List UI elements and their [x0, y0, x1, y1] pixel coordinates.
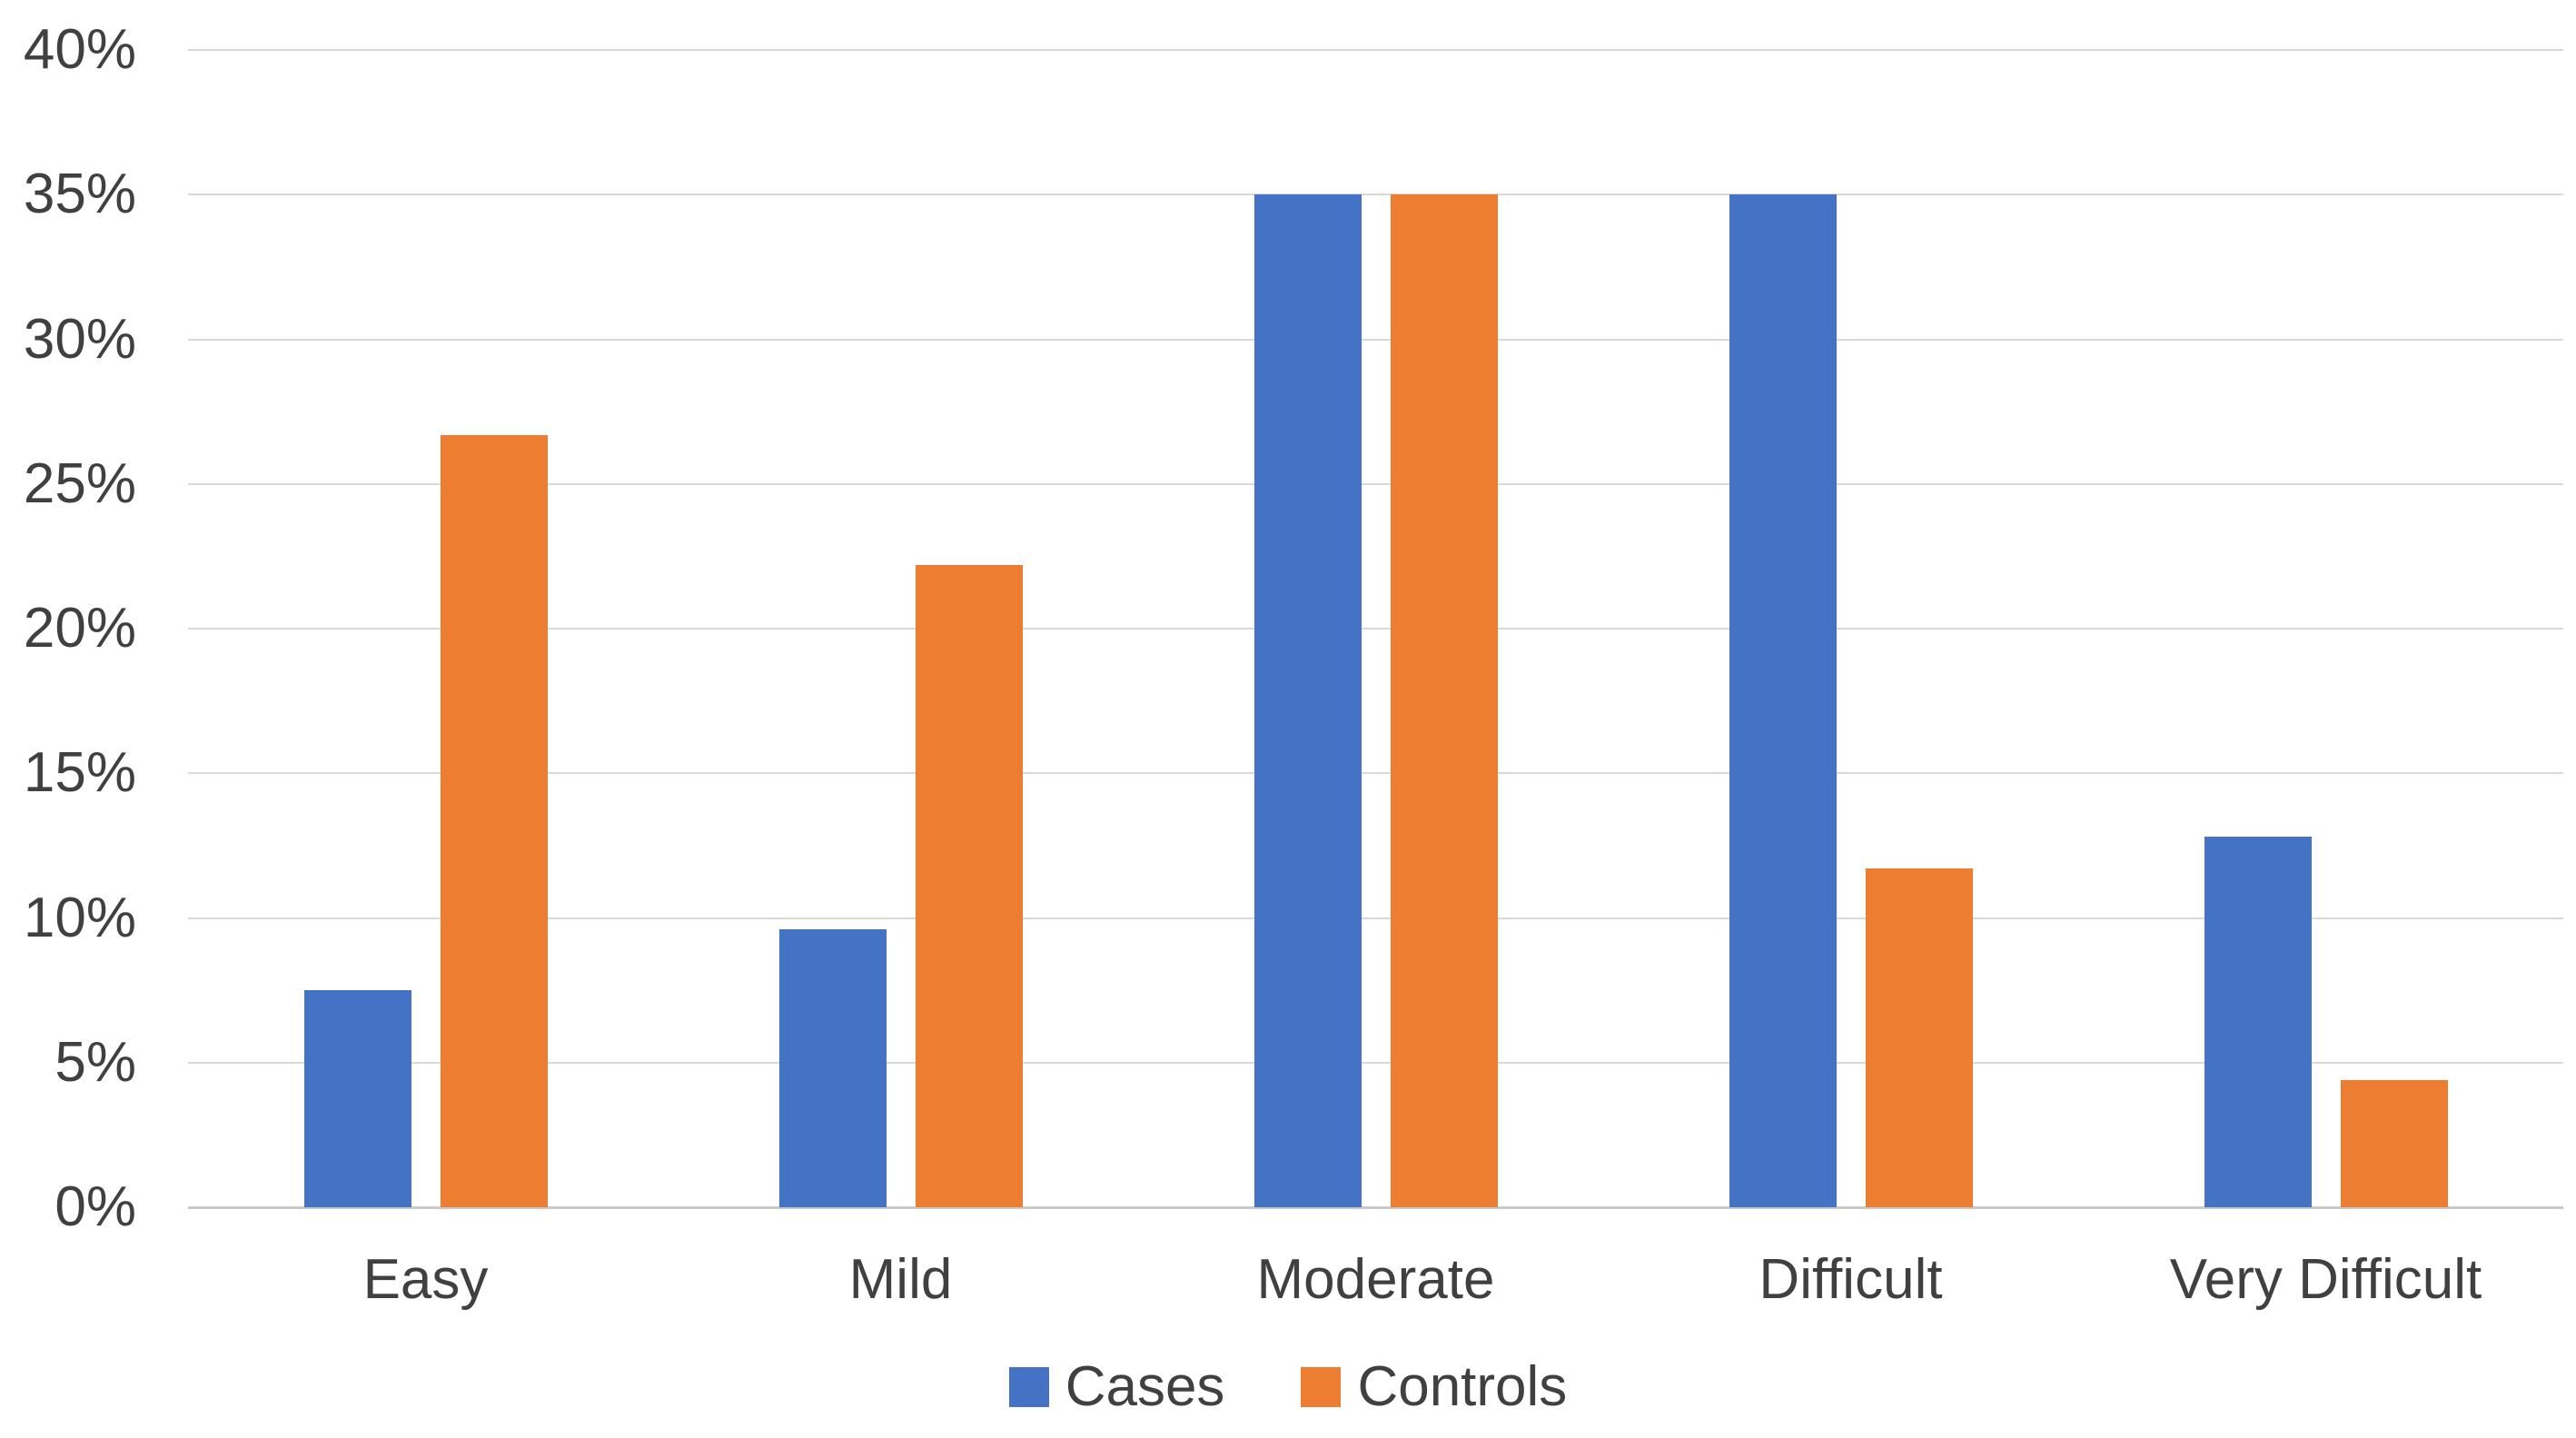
x-axis-label-easy: Easy — [362, 1248, 489, 1311]
bar-cases-easy — [303, 990, 411, 1207]
bar-cases-very-difficult — [2204, 837, 2312, 1207]
bar-controls-easy — [440, 434, 548, 1207]
gridline-25 — [188, 482, 2563, 485]
legend: Cases Controls — [0, 1359, 2576, 1415]
legend-item-controls: Controls — [1301, 1359, 1567, 1415]
gridline-5 — [188, 1061, 2563, 1064]
y-axis-tick-20: 20% — [23, 597, 136, 659]
bar-controls-very-difficult — [2340, 1079, 2448, 1207]
gridline-20 — [188, 628, 2563, 630]
legend-label-controls: Controls — [1357, 1355, 1568, 1418]
bar-controls-moderate — [1390, 194, 1498, 1207]
bar-cases-moderate — [1253, 194, 1362, 1207]
gridline-30 — [188, 338, 2563, 341]
legend-item-cases: Cases — [1008, 1355, 1225, 1418]
gridline-10 — [188, 917, 2563, 919]
gridline-35 — [188, 193, 2563, 196]
bar-controls-difficult — [1865, 868, 1973, 1207]
y-axis-tick-5: 5% — [54, 1030, 136, 1094]
y-axis-tick-25: 25% — [23, 451, 136, 515]
x-axis-label-moderate: Moderate — [1256, 1248, 1495, 1311]
x-axis-label-mild: Mild — [848, 1248, 953, 1311]
x-axis-label-difficult: Difficult — [1759, 1248, 1943, 1311]
bar-cases-difficult — [1729, 194, 1837, 1207]
legend-label-cases: Cases — [1065, 1355, 1225, 1418]
bar-cases-mild — [778, 929, 887, 1207]
legend-swatch-cases — [1008, 1367, 1049, 1407]
x-axis-line — [188, 1205, 2563, 1209]
y-axis-tick-10: 10% — [23, 886, 136, 949]
bar-controls-mild — [915, 564, 1023, 1207]
gridline-40 — [188, 49, 2563, 51]
y-axis-tick-40: 40% — [23, 18, 136, 81]
y-axis-tick-0: 0% — [54, 1175, 136, 1238]
y-axis-tick-30: 30% — [23, 307, 136, 371]
x-axis-label-very-difficult: Very Difficult — [2169, 1248, 2482, 1311]
legend-swatch-controls — [1301, 1367, 1342, 1407]
gridline-15 — [188, 772, 2563, 775]
y-axis-tick-15: 15% — [23, 741, 136, 805]
y-axis-tick-35: 35% — [23, 163, 136, 226]
